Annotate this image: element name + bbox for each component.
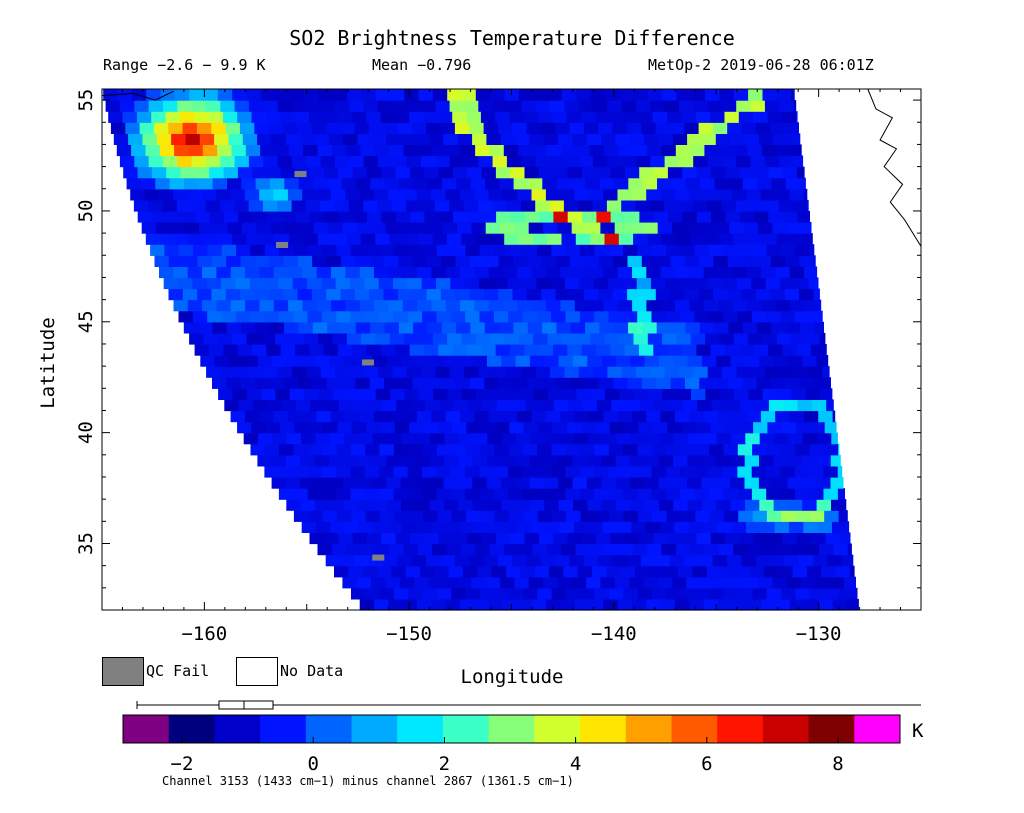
colorbar-segment	[534, 715, 581, 743]
colorbar-tick-label: 2	[439, 753, 450, 775]
y-tick-label: 45	[75, 310, 97, 333]
colorbar-segment	[442, 715, 490, 743]
no-data-label: No Data	[280, 662, 344, 680]
qc-fail-cell	[362, 359, 375, 366]
distribution-box	[218, 700, 274, 710]
chart-title: SO2 Brightness Temperature Difference	[289, 26, 735, 50]
y-tick-label: 55	[75, 89, 97, 112]
x-tick-label: −150	[386, 623, 432, 645]
mean-text: Mean −0.796	[372, 56, 472, 74]
colorbar-segment	[397, 715, 444, 743]
colorbar-segment	[762, 715, 810, 743]
x-tick-label: −160	[181, 623, 227, 645]
colorbar-tick-label: 0	[307, 753, 318, 775]
y-tick-label: 50	[75, 199, 97, 222]
qc-fail-cell	[276, 241, 289, 248]
colorbar-segment	[854, 715, 901, 743]
colorbar-tick-label: 4	[570, 753, 581, 775]
colorbar-unit: K	[912, 720, 924, 742]
colorbar-frame	[122, 714, 901, 744]
heatmap-cells	[103, 89, 859, 611]
colorbar-segment	[625, 715, 672, 743]
qc-fail-swatch	[102, 657, 144, 686]
x-axis-label: Longitude	[460, 666, 564, 688]
x-tick-label: −140	[591, 623, 637, 645]
colorbar-segment	[260, 715, 307, 743]
qc-fail-cell	[372, 554, 385, 561]
colorbar-segment	[808, 715, 855, 743]
no-data-swatch	[236, 657, 278, 686]
coastline	[867, 88, 922, 247]
y-tick-label: 35	[75, 532, 97, 555]
qc-fail-label: QC Fail	[146, 662, 210, 680]
colorbar-segment	[580, 715, 627, 743]
colorbar-tick-label: 8	[832, 753, 843, 775]
range-text: Range −2.6 − 9.9 K	[103, 56, 266, 74]
colorbar-note: Channel 3153 (1433 cm−1) minus channel 2…	[162, 774, 574, 788]
colorbar-segment	[488, 715, 535, 743]
x-tick-label: −130	[796, 623, 842, 645]
colorbar-tick-label: 6	[701, 753, 712, 775]
y-axis-label: Latitude	[37, 317, 59, 409]
alaska-coast	[101, 90, 174, 101]
colorbar-segment	[168, 715, 215, 743]
y-tick-label: 40	[75, 421, 97, 444]
colorbar-segment	[123, 715, 170, 743]
qc-fail-cell	[294, 171, 307, 178]
satellite-time-text: MetOp-2 2019-06-28 06:01Z	[648, 56, 874, 74]
colorbar-segment	[717, 715, 764, 743]
colorbar-segment	[351, 715, 398, 743]
colorbar-segment	[214, 715, 261, 743]
colorbar-segment	[671, 715, 718, 743]
colorbar-tick-label: −2	[171, 753, 194, 775]
